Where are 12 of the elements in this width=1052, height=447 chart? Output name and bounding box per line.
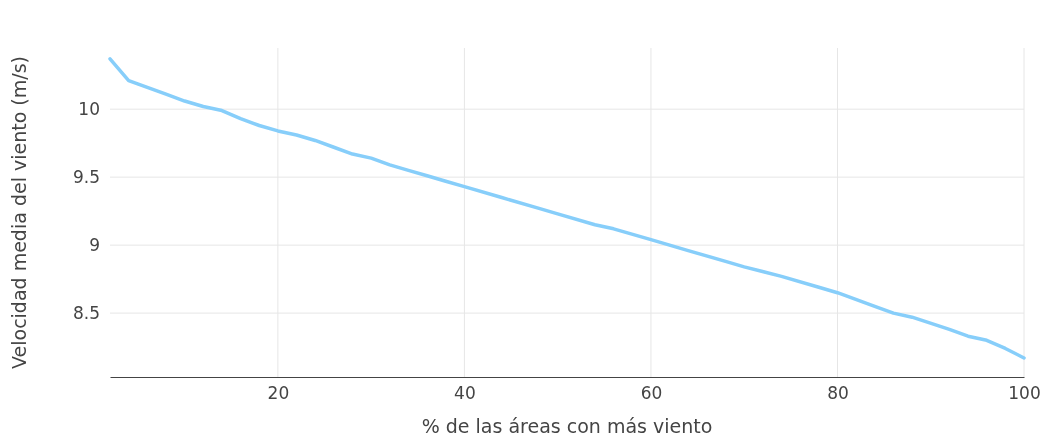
x-tick-label: 80 — [827, 383, 849, 404]
x-tick-label: 60 — [640, 383, 663, 404]
x-tick-label: 40 — [454, 383, 476, 404]
x-tick-label: 100 — [1008, 383, 1041, 404]
x-axis-title: % de las áreas con más viento — [421, 415, 713, 437]
y-tick-label: 8.5 — [72, 303, 100, 324]
y-tick-label: 9 — [89, 235, 100, 256]
y-axis-title: Velocidad media del viento (m/s) — [8, 56, 30, 369]
line-series — [108, 57, 1026, 360]
x-tick-label: 20 — [267, 383, 290, 404]
y-tick-label: 9.5 — [72, 167, 100, 188]
y-tick-label: 10 — [78, 99, 100, 120]
